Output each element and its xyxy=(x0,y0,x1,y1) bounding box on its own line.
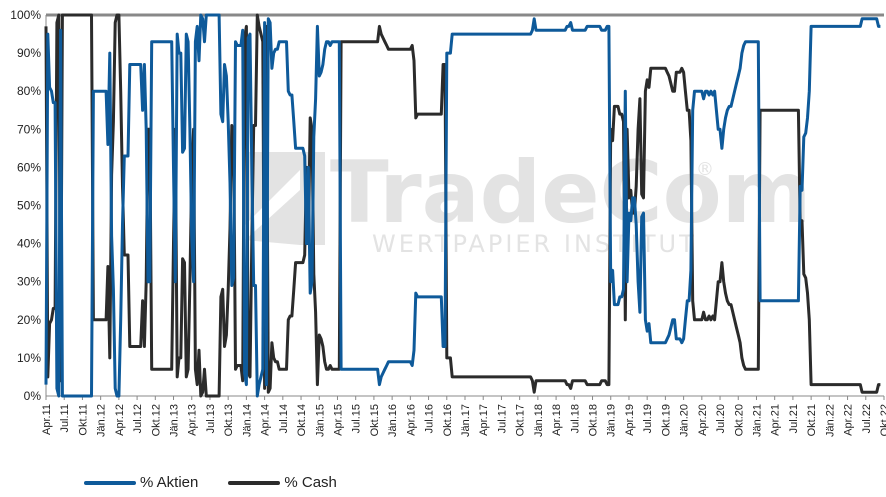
x-tick-label: Jul.15 xyxy=(351,404,363,433)
x-tick-label: Jul.13 xyxy=(205,404,217,433)
x-tick-label: Jän.13 xyxy=(169,404,181,437)
legend: % Aktien % Cash xyxy=(84,474,367,491)
y-tick-label: 50% xyxy=(17,199,41,213)
x-tick-label: Jän.21 xyxy=(751,404,763,437)
x-tick-label: Apr.21 xyxy=(770,404,782,436)
x-tick-label: Jul.19 xyxy=(642,404,654,433)
x-tick-label: Jul.17 xyxy=(496,404,508,433)
x-axis: Apr.11 Jul.11 Okt.11 Jän.12 Apr.12 Jul.12 Okt.… xyxy=(41,395,886,437)
x-tick-label: Jän.12 xyxy=(96,404,108,437)
y-tick-label: 100% xyxy=(10,8,41,22)
x-tick-label: Jul.16 xyxy=(424,404,436,433)
x-tick-label: Apr.16 xyxy=(405,404,417,436)
x-tick-label: Apr.17 xyxy=(478,404,490,436)
x-tick-label: Okt.21 xyxy=(806,404,818,436)
x-tick-label: Okt.20 xyxy=(733,404,745,436)
x-tick-label: Jän.14 xyxy=(241,404,253,437)
x-tick-label: Okt.22 xyxy=(879,404,886,436)
x-tick-label: Apr.20 xyxy=(697,404,709,436)
x-tick-label: Apr.19 xyxy=(624,404,636,436)
x-tick-label: Jän.16 xyxy=(387,404,399,437)
y-tick-label: 0% xyxy=(24,389,42,403)
x-tick-label: Jän.22 xyxy=(824,404,836,437)
y-tick-label: 80% xyxy=(17,84,41,98)
x-tick-label: Jän.17 xyxy=(460,404,472,437)
x-tick-label: Apr.15 xyxy=(332,404,344,436)
x-tick-label: Jul.11 xyxy=(59,404,71,433)
x-tick-label: Okt.16 xyxy=(442,404,454,436)
x-tick-label: Okt.11 xyxy=(77,404,89,436)
watermark-registered-mark: ® xyxy=(696,159,714,180)
y-tick-label: 30% xyxy=(17,275,41,289)
x-tick-label: Jul.14 xyxy=(278,404,290,433)
x-tick-label: Okt.12 xyxy=(150,404,162,436)
y-tick-label: 90% xyxy=(17,46,41,60)
y-axis: 0% 10% 20% 30% 40% 50% 60% 70% 80% 90% 100% xyxy=(10,8,884,403)
x-tick-label: Okt.18 xyxy=(588,404,600,436)
x-tick-label: Apr.18 xyxy=(551,404,563,436)
x-tick-label: Apr.13 xyxy=(187,404,199,436)
watermark: TradeCom ® WERTPAPIER INSTITUT xyxy=(245,143,811,258)
x-tick-label: Jän.19 xyxy=(606,404,618,437)
x-tick-label: Jul.18 xyxy=(569,404,581,433)
x-tick-label: Jän.15 xyxy=(314,404,326,437)
legend-item-cash: % Cash xyxy=(228,474,337,491)
x-tick-label: Okt.13 xyxy=(223,404,235,436)
y-tick-label: 40% xyxy=(17,237,41,251)
y-tick-label: 70% xyxy=(17,122,41,136)
x-tick-label: Apr.14 xyxy=(260,404,272,436)
watermark-brand: TradeCom xyxy=(330,143,811,243)
x-tick-label: Okt.14 xyxy=(296,404,308,436)
x-tick-label: Jul.12 xyxy=(132,404,144,433)
watermark-tagline: WERTPAPIER INSTITUT xyxy=(372,230,697,258)
series-line-aktien xyxy=(44,13,881,398)
x-tick-label: Apr.11 xyxy=(41,404,53,435)
x-tick-label: Okt.19 xyxy=(660,404,672,436)
x-tick-label: Jul.20 xyxy=(715,404,727,433)
x-tick-label: Jän.20 xyxy=(679,404,691,437)
series-layer xyxy=(44,13,881,398)
legend-swatch-cash xyxy=(228,480,281,485)
x-tick-label: Apr.12 xyxy=(114,404,126,436)
x-tick-label: Jän.18 xyxy=(533,404,545,437)
series-line-cash xyxy=(44,13,881,398)
x-tick-label: Apr.22 xyxy=(843,404,855,436)
y-tick-label: 60% xyxy=(17,160,41,174)
legend-item-aktien: % Aktien xyxy=(84,474,198,491)
y-tick-label: 10% xyxy=(17,351,41,365)
x-tick-label: Okt.15 xyxy=(369,404,381,436)
legend-swatch-aktien xyxy=(84,480,136,485)
x-tick-label: Okt.17 xyxy=(515,404,527,436)
x-tick-label: Jul.21 xyxy=(788,404,800,433)
y-tick-label: 20% xyxy=(17,313,41,327)
x-tick-label: Jul.22 xyxy=(861,404,873,433)
legend-label-cash: % Cash xyxy=(284,474,337,491)
line-chart: TradeCom ® WERTPAPIER INSTITUT 0% 10% 20% 3… xyxy=(10,8,886,437)
legend-label-aktien: % Aktien xyxy=(140,474,199,491)
